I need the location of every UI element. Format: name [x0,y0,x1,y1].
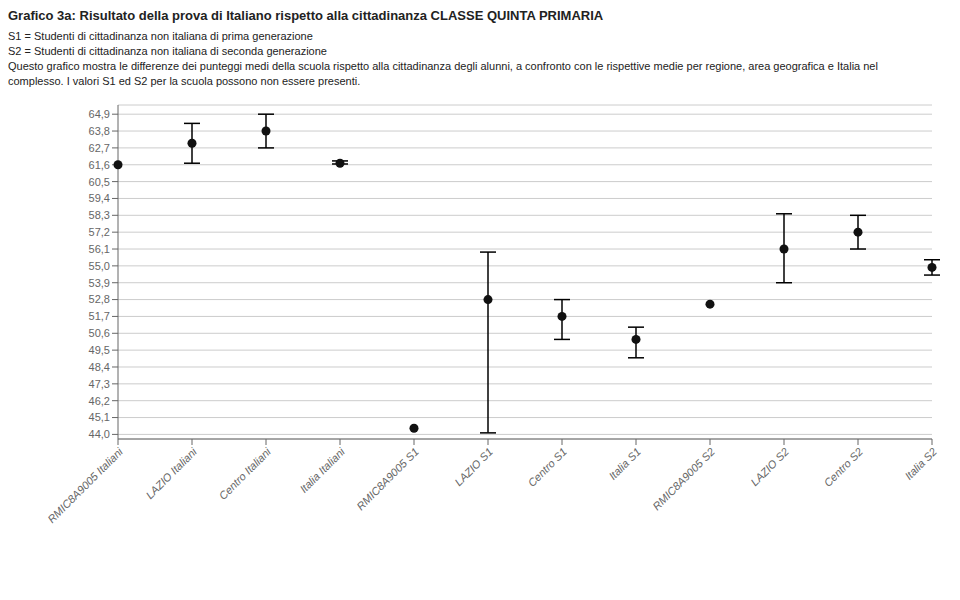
html-text:S2 = Studenti di cittadinanza: S2 = Studenti di cittadinanza non italia… [8,45,327,57]
html-text:S1 = Studenti di cittadinanza: S1 = Studenti di cittadinanza non italia… [8,30,313,42]
svg-text:53,9: 53,9 [89,277,110,289]
svg-text:Italia Italiani: Italia Italiani [297,445,347,495]
svg-text:49,5: 49,5 [89,344,110,356]
svg-text:Centro S1: Centro S1 [525,445,569,489]
svg-text:Centro S2: Centro S2 [821,445,865,489]
html-text:Questo grafico mostra le diffe: Questo grafico mostra le differenze dei … [8,60,878,72]
svg-text:62,7: 62,7 [89,142,110,154]
svg-text:52,8: 52,8 [89,293,110,305]
svg-text:60,5: 60,5 [89,176,110,188]
html-text:complesso. I valori S1 ed S2 p: complesso. I valori S1 ed S2 per la scuo… [8,75,361,87]
svg-text:56,1: 56,1 [89,243,110,255]
svg-text:Italia S1: Italia S1 [606,445,643,482]
svg-text:LAZIO S1: LAZIO S1 [452,445,495,488]
svg-text:57,2: 57,2 [89,226,110,238]
svg-text:RMIC8A9005 S1: RMIC8A9005 S1 [354,445,421,512]
svg-text:47,3: 47,3 [89,378,110,390]
svg-text:55,0: 55,0 [89,260,110,272]
svg-text:RMIC8A9005 S2: RMIC8A9005 S2 [650,445,717,512]
svg-text:44,0: 44,0 [89,428,110,440]
svg-text:48,4: 48,4 [89,361,110,373]
svg-text:63,8: 63,8 [89,125,110,137]
svg-text:Centro Italiani: Centro Italiani [216,445,273,502]
html-text:Grafico 3a: Risultato della pr: Grafico 3a: Risultato della prova di Ita… [8,8,604,23]
svg-text:LAZIO S2: LAZIO S2 [748,445,791,488]
svg-text:64,9: 64,9 [89,108,110,120]
svg-text:51,7: 51,7 [89,310,110,322]
svg-text:LAZIO Italiani: LAZIO Italiani [143,445,199,501]
svg-text:59,4: 59,4 [89,192,110,204]
svg-text:45,1: 45,1 [89,411,110,423]
svg-text:Italia S2: Italia S2 [902,445,939,482]
svg-text:50,6: 50,6 [89,327,110,339]
svg-text:61,6: 61,6 [89,159,110,171]
svg-text:46,2: 46,2 [89,395,110,407]
svg-text:RMIC8A9005 Italiani: RMIC8A9005 Italiani [45,445,125,525]
svg-text:58,3: 58,3 [89,209,110,221]
